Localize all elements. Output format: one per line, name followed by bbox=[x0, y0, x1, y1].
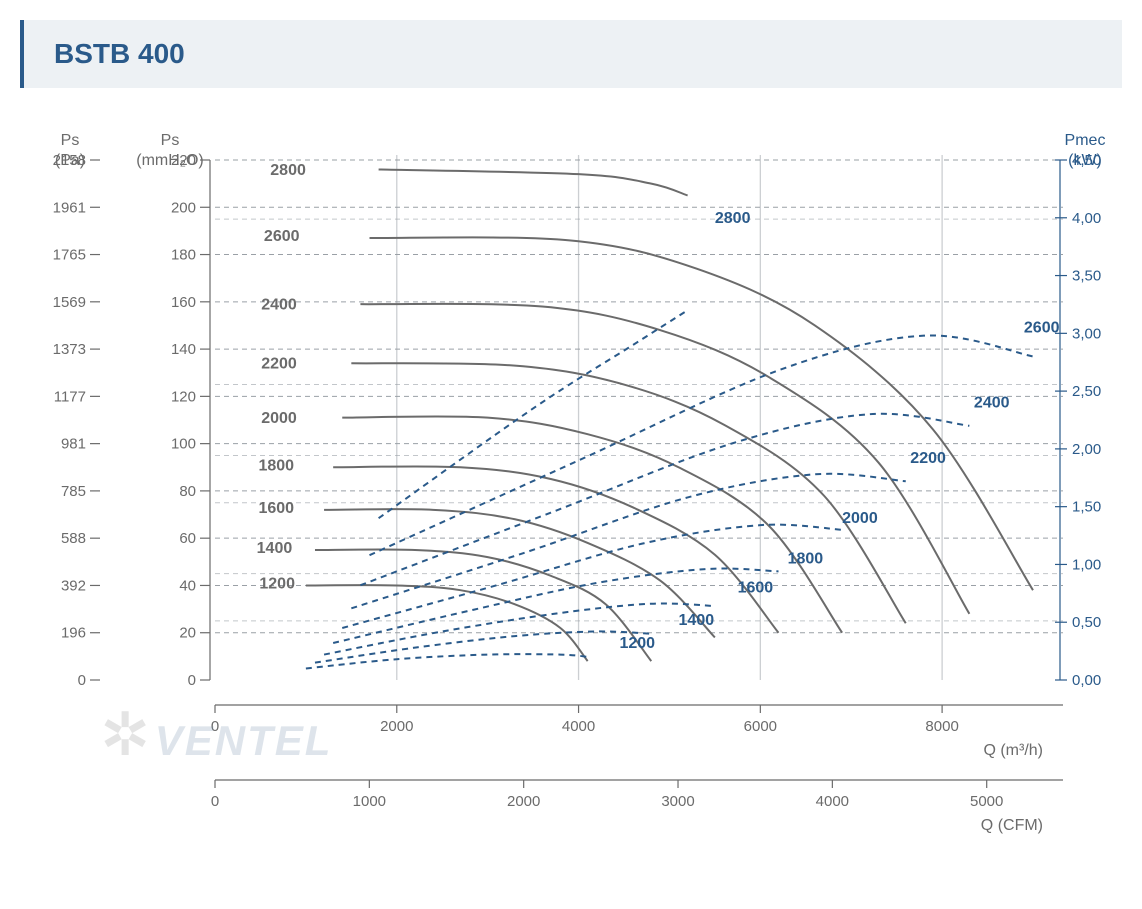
svg-text:1765: 1765 bbox=[53, 247, 86, 264]
svg-text:1600: 1600 bbox=[258, 500, 294, 517]
svg-text:Pmec: Pmec bbox=[1065, 132, 1106, 149]
svg-text:4,50: 4,50 bbox=[1072, 152, 1101, 169]
svg-text:20: 20 bbox=[179, 625, 196, 642]
svg-text:Ps: Ps bbox=[61, 132, 80, 149]
svg-text:2,00: 2,00 bbox=[1072, 441, 1101, 458]
svg-text:1200: 1200 bbox=[619, 635, 655, 652]
svg-text:1600: 1600 bbox=[738, 580, 774, 597]
svg-text:2000: 2000 bbox=[261, 410, 297, 427]
svg-text:100: 100 bbox=[171, 436, 196, 453]
svg-text:2800: 2800 bbox=[715, 210, 751, 227]
svg-text:140: 140 bbox=[171, 341, 196, 358]
svg-text:6000: 6000 bbox=[744, 718, 777, 735]
svg-text:981: 981 bbox=[61, 436, 86, 453]
chart-title-bar: BSTB 400 bbox=[20, 20, 1122, 88]
svg-text:3,50: 3,50 bbox=[1072, 268, 1101, 285]
svg-text:2158: 2158 bbox=[53, 152, 86, 169]
svg-text:1177: 1177 bbox=[54, 388, 86, 405]
svg-text:1,50: 1,50 bbox=[1072, 499, 1101, 516]
svg-text:1000: 1000 bbox=[353, 793, 386, 810]
svg-text:2600: 2600 bbox=[1024, 320, 1060, 337]
svg-text:2800: 2800 bbox=[270, 162, 306, 179]
svg-text:2200: 2200 bbox=[261, 356, 297, 373]
svg-text:4000: 4000 bbox=[816, 793, 849, 810]
svg-text:Q (CFM): Q (CFM) bbox=[981, 817, 1043, 834]
svg-text:2000: 2000 bbox=[380, 718, 413, 735]
svg-text:1569: 1569 bbox=[53, 294, 86, 311]
svg-text:80: 80 bbox=[179, 483, 196, 500]
svg-text:3,00: 3,00 bbox=[1072, 325, 1101, 342]
svg-text:40: 40 bbox=[179, 577, 196, 594]
svg-text:1400: 1400 bbox=[679, 612, 715, 629]
svg-text:1200: 1200 bbox=[259, 575, 295, 592]
svg-text:392: 392 bbox=[61, 577, 86, 594]
svg-text:8000: 8000 bbox=[925, 718, 958, 735]
fan-performance-chart: Ps(Pa)0196392588785981117713731569176519… bbox=[0, 120, 1142, 900]
svg-text:1800: 1800 bbox=[788, 551, 824, 568]
svg-text:2600: 2600 bbox=[264, 228, 300, 245]
svg-text:160: 160 bbox=[171, 294, 196, 311]
svg-text:0: 0 bbox=[211, 793, 219, 810]
svg-text:196: 196 bbox=[61, 625, 86, 642]
chart-svg: Ps(Pa)0196392588785981117713731569176519… bbox=[0, 120, 1142, 900]
svg-text:200: 200 bbox=[171, 199, 196, 216]
svg-text:Ps: Ps bbox=[161, 132, 180, 149]
svg-text:0,50: 0,50 bbox=[1072, 614, 1101, 631]
svg-text:2200: 2200 bbox=[910, 450, 946, 467]
svg-text:1,00: 1,00 bbox=[1072, 556, 1101, 573]
svg-text:4000: 4000 bbox=[562, 718, 595, 735]
svg-text:2400: 2400 bbox=[261, 297, 297, 314]
svg-text:1800: 1800 bbox=[258, 457, 294, 474]
svg-text:2400: 2400 bbox=[974, 395, 1010, 412]
svg-text:785: 785 bbox=[61, 483, 86, 500]
svg-text:2,50: 2,50 bbox=[1072, 383, 1101, 400]
chart-title: BSTB 400 bbox=[54, 38, 1092, 70]
svg-text:0,00: 0,00 bbox=[1072, 672, 1101, 689]
svg-text:1961: 1961 bbox=[53, 199, 86, 216]
svg-text:3000: 3000 bbox=[661, 793, 694, 810]
svg-text:5000: 5000 bbox=[970, 793, 1003, 810]
svg-text:1373: 1373 bbox=[53, 341, 86, 358]
svg-text:120: 120 bbox=[171, 388, 196, 405]
svg-text:1400: 1400 bbox=[257, 540, 293, 557]
svg-text:0: 0 bbox=[78, 672, 86, 689]
svg-text:2000: 2000 bbox=[842, 510, 878, 527]
svg-text:60: 60 bbox=[179, 530, 196, 547]
svg-text:Q (m³/h): Q (m³/h) bbox=[983, 742, 1043, 759]
svg-text:2000: 2000 bbox=[507, 793, 540, 810]
svg-text:180: 180 bbox=[171, 247, 196, 264]
svg-text:588: 588 bbox=[61, 530, 86, 547]
svg-text:4,00: 4,00 bbox=[1072, 210, 1101, 227]
svg-text:220: 220 bbox=[171, 152, 196, 169]
svg-text:0: 0 bbox=[211, 718, 219, 735]
svg-text:0: 0 bbox=[188, 672, 196, 689]
